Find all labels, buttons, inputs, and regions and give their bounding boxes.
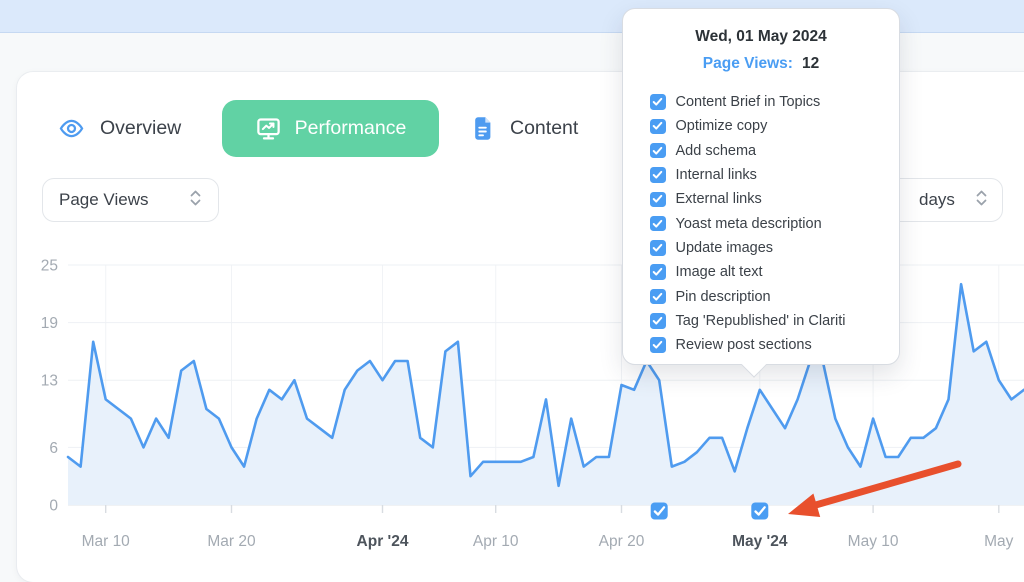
tooltip-metric-label: Page Views:: [702, 55, 793, 72]
checklist-item: Image alt text: [650, 260, 899, 284]
red-arrow-shaft: [810, 460, 962, 509]
checked-checkbox-icon[interactable]: [650, 313, 666, 329]
tab-overview-label: Overview: [100, 117, 182, 139]
updown-chevron-icon: [189, 187, 202, 214]
checklist-item-label: Content Brief in Topics: [675, 94, 821, 111]
checked-checkbox-icon[interactable]: [650, 337, 666, 353]
checklist-item: Internal links: [650, 163, 899, 187]
checklist-item-label: Add schema: [675, 142, 757, 159]
performance-monitor-icon: [255, 115, 282, 142]
checked-checkbox-icon[interactable]: [650, 191, 666, 208]
tooltip-metric-value: 12: [801, 55, 820, 72]
tab-content-label: Content: [510, 117, 579, 139]
tab-content[interactable]: Content: [470, 100, 578, 157]
red-arrow-head-icon: [788, 493, 821, 517]
checklist-item: Tag 'Republished' in Clariti: [650, 309, 899, 333]
checkmark-icon: [653, 506, 666, 516]
x-axis-label: Mar 10: [82, 533, 131, 550]
x-axis-label: May 10: [848, 533, 899, 550]
tooltip-metric-row: Page Views: 12: [623, 55, 899, 73]
checklist-item-label: Review post sections: [675, 337, 812, 354]
date-range-dropdown-value: days: [919, 190, 955, 209]
checklist-item-label: External links: [675, 191, 762, 208]
page-views-chart[interactable]: 25 19 13 6 0 Mar 10 Mar 20 Apr '24 Apr 10 Apr 20 M…: [0, 0, 1024, 566]
checked-checkbox-icon[interactable]: [650, 167, 666, 183]
checked-checkbox-icon[interactable]: [650, 118, 666, 135]
x-axis-label: Apr 20: [599, 533, 645, 550]
tab-performance[interactable]: Performance: [222, 100, 439, 157]
checklist-item: Optimize copy: [650, 114, 899, 138]
checked-checkbox-icon[interactable]: [650, 240, 666, 256]
checklist-item: Yoast meta description: [650, 211, 899, 235]
y-axis-label: 6: [49, 440, 58, 457]
checklist-item-label: Internal links: [675, 167, 757, 184]
checklist-item: Update images: [650, 236, 899, 260]
y-axis-label: 0: [49, 498, 58, 515]
metric-dropdown-value: Page Views: [59, 190, 149, 209]
checklist-item-label: Yoast meta description: [675, 215, 822, 232]
x-axis-label: Mar 20: [207, 533, 256, 550]
checklist-item-label: Tag 'Republished' in Clariti: [675, 312, 846, 329]
checklist-item: Content Brief in Topics: [650, 90, 899, 114]
checked-checkbox-icon[interactable]: [650, 215, 666, 232]
checked-checkbox-icon[interactable]: [650, 94, 666, 110]
tab-overview[interactable]: Overview: [58, 100, 181, 157]
eye-icon: [58, 115, 85, 142]
chart-area-fill: [68, 284, 1024, 505]
tab-performance-label: Performance: [294, 117, 407, 139]
checklist-item: Add schema: [650, 139, 899, 163]
checked-checkbox-icon[interactable]: [650, 142, 666, 159]
checklist-item-label: Pin description: [675, 288, 771, 305]
x-axis-label: Apr '24: [357, 533, 409, 550]
updown-chevron-icon: [975, 187, 988, 214]
tooltip-date: Wed, 01 May 2024: [695, 28, 827, 45]
y-axis-label: 25: [41, 258, 58, 275]
axis-republish-checkbox[interactable]: [650, 502, 668, 520]
checked-checkbox-icon[interactable]: [650, 264, 666, 280]
checklist-item-label: Optimize copy: [675, 118, 768, 135]
y-axis-label: 13: [41, 373, 58, 390]
chart-tooltip: Wed, 01 May 2024 Page Views: 12 Content …: [622, 8, 900, 378]
checkmark-icon: [754, 506, 766, 516]
checklist-item-label: Image alt text: [675, 264, 763, 281]
tooltip-checklist: Content Brief in Topics Optimize copy Add …: [623, 90, 899, 357]
metric-dropdown[interactable]: Page Views: [42, 178, 219, 222]
axis-republish-checkbox[interactable]: [751, 502, 769, 520]
checklist-item: Review post sections: [650, 333, 899, 357]
x-axis-label: May '24: [732, 533, 788, 550]
y-axis-label: 19: [41, 315, 58, 332]
checklist-item: Pin description: [650, 284, 899, 308]
checklist-item: External links: [650, 187, 899, 211]
x-axis-label: May: [984, 533, 1014, 550]
checklist-item-label: Update images: [675, 239, 774, 256]
x-axis-label: Apr 10: [473, 533, 519, 550]
checked-checkbox-icon[interactable]: [650, 288, 666, 305]
document-icon: [470, 115, 495, 142]
page-views-line: [66, 282, 1024, 488]
